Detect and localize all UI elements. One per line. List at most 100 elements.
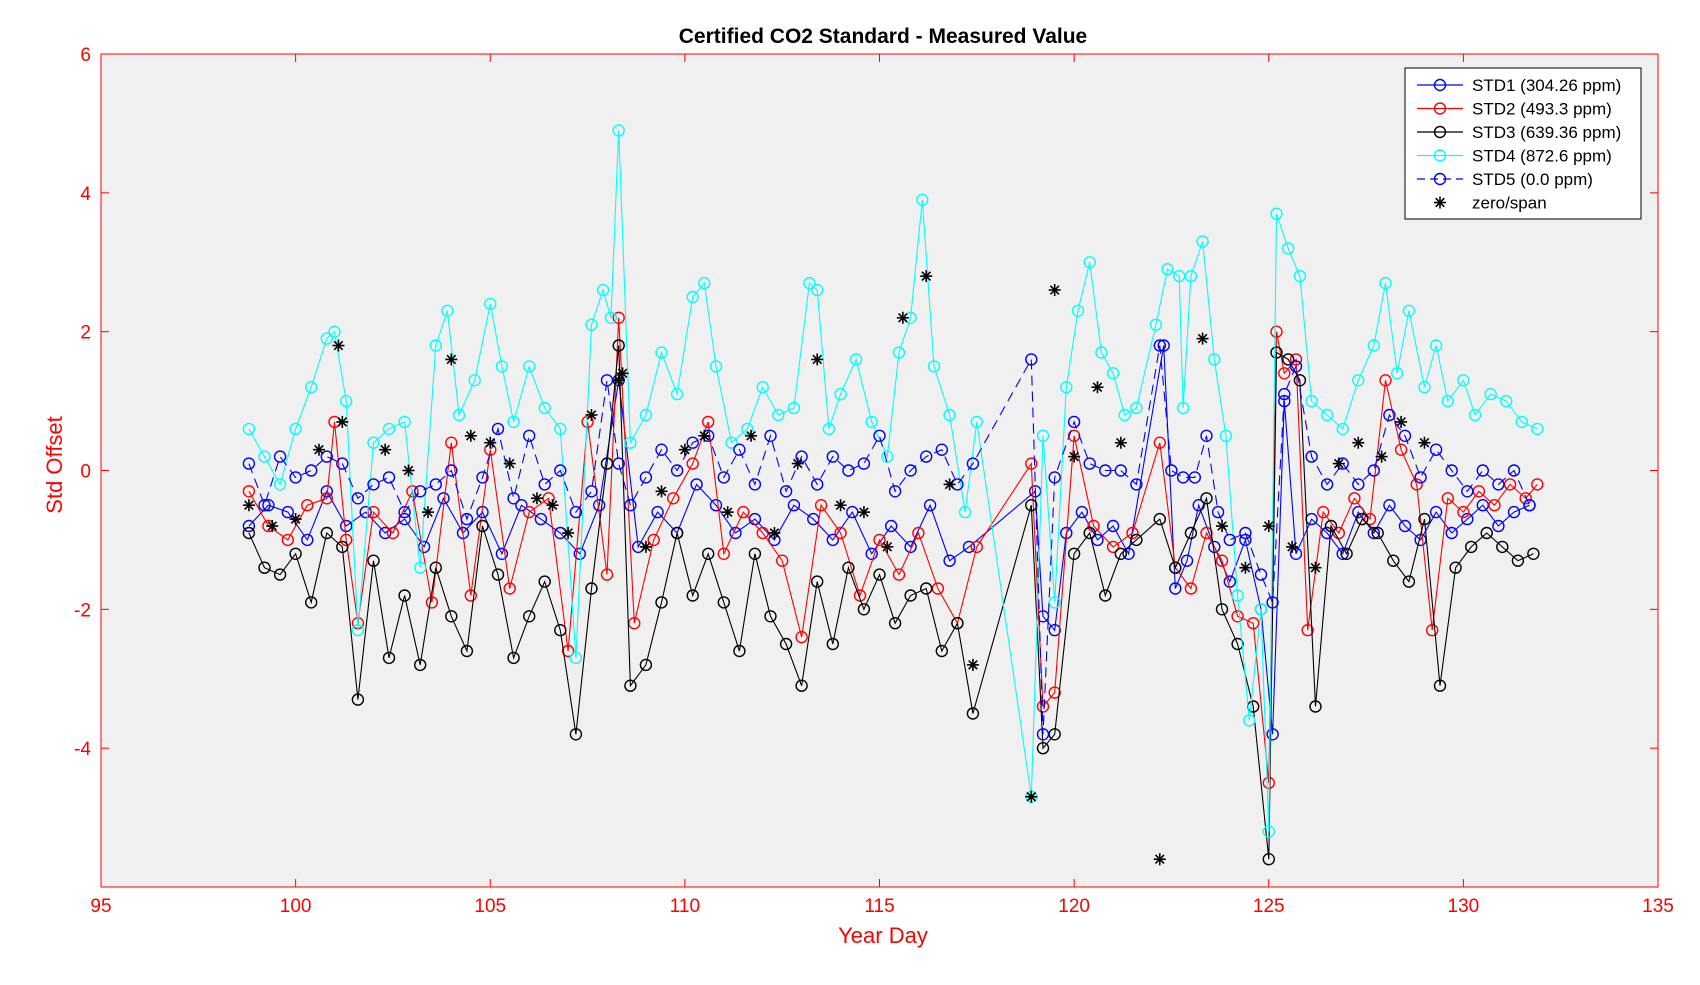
data-point	[1161, 263, 1174, 276]
data-point	[1254, 568, 1268, 581]
data-point	[1425, 624, 1439, 637]
data-point	[1184, 269, 1198, 283]
data-point	[1208, 353, 1221, 366]
data-point	[242, 519, 256, 533]
data-point	[1036, 742, 1050, 755]
data-point	[1106, 540, 1120, 554]
data-point	[262, 499, 275, 512]
data-point	[1336, 547, 1349, 560]
data-point	[421, 506, 434, 519]
data-point	[1511, 554, 1525, 567]
data-point	[1118, 408, 1131, 422]
data-point	[1457, 374, 1470, 387]
data-point	[651, 505, 664, 519]
data-point	[1106, 367, 1120, 380]
data-point	[1371, 526, 1384, 540]
data-point	[1332, 526, 1346, 540]
data-point	[301, 499, 314, 512]
data-point	[717, 596, 730, 609]
data-point	[367, 436, 380, 449]
data-point	[1270, 325, 1283, 338]
data-point	[1091, 381, 1104, 394]
data-point	[670, 526, 684, 540]
data-point	[1270, 346, 1283, 359]
data-point	[495, 547, 509, 560]
data-point	[639, 540, 652, 553]
data-point	[935, 443, 948, 456]
data-point	[1239, 526, 1252, 540]
data-point	[966, 658, 979, 671]
data-point	[258, 561, 271, 574]
data-point	[1523, 499, 1536, 512]
data-point	[1200, 492, 1213, 505]
data-point	[1126, 526, 1139, 540]
data-point	[1429, 339, 1443, 352]
data-point	[1324, 519, 1338, 533]
data-point	[1083, 457, 1096, 470]
series-line-1	[248, 345, 1530, 735]
data-point	[717, 547, 730, 560]
data-point	[1048, 686, 1061, 699]
data-point	[301, 533, 314, 547]
data-point	[1071, 304, 1085, 317]
data-point	[1390, 367, 1404, 380]
data-point	[1348, 492, 1361, 505]
data-point	[768, 526, 781, 539]
data-point	[503, 457, 516, 470]
data-point	[1496, 540, 1509, 554]
data-point	[340, 519, 353, 533]
legend-entry-4: STD4 (872.6 ppm)	[1417, 147, 1612, 166]
data-point	[1176, 471, 1190, 484]
data-point	[756, 381, 769, 394]
data-point	[1379, 276, 1392, 290]
legend-entry-2: STD2 (493.3 ppm)	[1417, 100, 1612, 119]
data-point	[655, 443, 668, 456]
data-point	[1379, 374, 1392, 387]
data-point	[273, 568, 287, 581]
data-point	[741, 422, 754, 436]
data-point	[596, 283, 610, 297]
data-point	[686, 436, 699, 449]
data-point	[1122, 547, 1135, 560]
data-point	[647, 533, 660, 547]
data-point	[320, 526, 333, 540]
data-point	[612, 339, 625, 352]
data-point	[585, 582, 598, 595]
data-point	[857, 603, 871, 616]
data-point	[779, 485, 793, 498]
data-point	[745, 429, 758, 442]
data-point	[834, 387, 847, 401]
data-point	[639, 408, 653, 422]
data-point	[1395, 415, 1408, 428]
data-point	[698, 276, 711, 290]
data-point	[966, 457, 980, 470]
data-point	[515, 499, 528, 512]
data-point	[1281, 353, 1295, 366]
data-point	[1262, 853, 1276, 866]
data-point	[1153, 436, 1167, 449]
data-point	[600, 374, 614, 387]
data-point	[476, 471, 489, 484]
data-point	[495, 360, 509, 373]
data-point	[1254, 603, 1268, 616]
data-point	[624, 436, 637, 449]
data-point	[305, 464, 318, 477]
data-point	[1114, 547, 1128, 560]
data-point	[1309, 561, 1322, 574]
data-point	[811, 575, 824, 588]
data-point	[1180, 554, 1194, 567]
data-point	[1153, 339, 1167, 352]
data-point	[912, 526, 925, 540]
series-line-5	[248, 345, 1531, 735]
data-point	[585, 485, 598, 498]
data-point	[1527, 547, 1540, 560]
legend-marker	[1434, 196, 1446, 209]
data-point	[1196, 332, 1209, 345]
data-point	[1484, 387, 1497, 401]
data-point	[468, 374, 481, 387]
data-point	[1320, 478, 1334, 491]
data-point	[320, 492, 333, 505]
data-point	[814, 499, 828, 512]
data-point	[1114, 436, 1127, 449]
data-point	[534, 512, 548, 526]
